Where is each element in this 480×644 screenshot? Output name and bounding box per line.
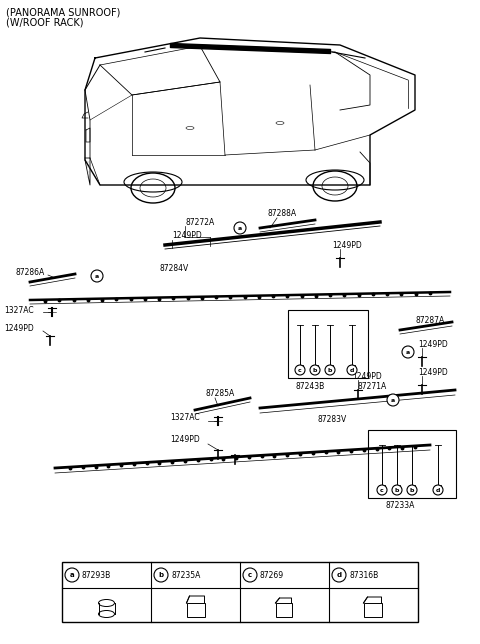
Text: 87283V: 87283V — [318, 415, 347, 424]
Text: a: a — [238, 225, 242, 231]
Text: b: b — [395, 488, 399, 493]
Bar — [288, 310, 368, 378]
Text: a: a — [406, 350, 410, 354]
Text: 1249PD: 1249PD — [172, 231, 202, 240]
Circle shape — [234, 222, 246, 234]
Text: c: c — [380, 488, 384, 493]
Circle shape — [387, 394, 399, 406]
Text: b: b — [313, 368, 317, 372]
Circle shape — [392, 485, 402, 495]
Text: 87235A: 87235A — [171, 571, 200, 580]
Circle shape — [433, 485, 443, 495]
Text: 1249PD: 1249PD — [352, 372, 382, 381]
Text: d: d — [436, 488, 440, 493]
Circle shape — [295, 365, 305, 375]
Text: 1327AC: 1327AC — [4, 305, 34, 314]
Text: 87233A: 87233A — [385, 502, 414, 511]
Bar — [363, 603, 382, 617]
Circle shape — [347, 365, 357, 375]
Text: 1249PD: 1249PD — [418, 368, 448, 377]
Text: 87286A: 87286A — [16, 267, 45, 276]
Text: 87269: 87269 — [260, 571, 284, 580]
Circle shape — [65, 568, 79, 582]
Text: 87285A: 87285A — [205, 390, 234, 399]
Text: 87316B: 87316B — [349, 571, 378, 580]
Text: 1249PD: 1249PD — [418, 339, 448, 348]
Circle shape — [325, 365, 335, 375]
Text: d: d — [336, 572, 342, 578]
Text: a: a — [391, 397, 395, 402]
Text: 87272A: 87272A — [185, 218, 214, 227]
Text: d: d — [350, 368, 354, 372]
Text: 87243B: 87243B — [295, 381, 324, 390]
Text: 87284V: 87284V — [160, 263, 189, 272]
Bar — [62, 562, 418, 622]
Text: b: b — [328, 368, 332, 372]
Text: 1249PD: 1249PD — [170, 435, 200, 444]
Text: b: b — [158, 572, 164, 578]
Text: a: a — [70, 572, 74, 578]
Text: 87293B: 87293B — [82, 571, 111, 580]
Text: 87271A: 87271A — [358, 381, 387, 390]
Bar — [276, 603, 291, 617]
Circle shape — [407, 485, 417, 495]
Circle shape — [377, 485, 387, 495]
Circle shape — [310, 365, 320, 375]
Circle shape — [91, 270, 103, 282]
Text: 1327AC: 1327AC — [170, 413, 200, 422]
Bar — [368, 430, 456, 498]
Text: b: b — [410, 488, 414, 493]
Circle shape — [154, 568, 168, 582]
Circle shape — [332, 568, 346, 582]
Text: (W/ROOF RACK): (W/ROOF RACK) — [6, 17, 84, 27]
Text: c: c — [248, 572, 252, 578]
Text: 1249PD: 1249PD — [332, 240, 362, 249]
Text: c: c — [298, 368, 302, 372]
Text: a: a — [95, 274, 99, 278]
Circle shape — [402, 346, 414, 358]
Text: 87288A: 87288A — [268, 209, 297, 218]
Text: (PANORAMA SUNROOF): (PANORAMA SUNROOF) — [6, 7, 120, 17]
Text: 1249PD: 1249PD — [4, 323, 34, 332]
Bar — [187, 603, 204, 617]
Text: 87287A: 87287A — [416, 316, 445, 325]
Circle shape — [243, 568, 257, 582]
